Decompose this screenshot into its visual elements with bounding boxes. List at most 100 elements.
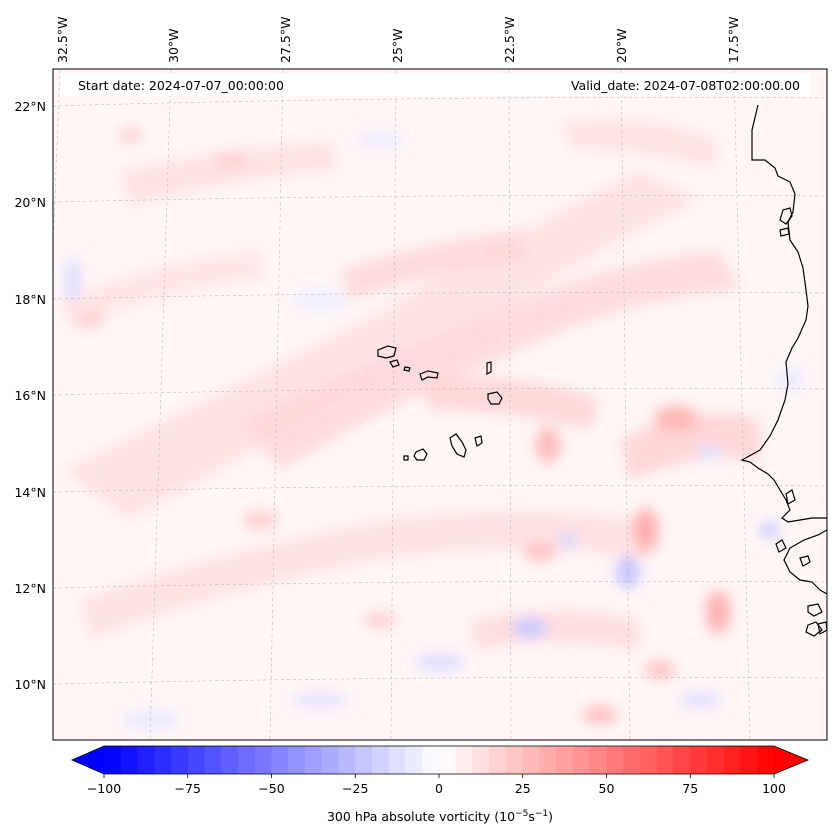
colorbar-max-extension [774,746,808,774]
colorbar-segment [723,746,741,774]
africa-coastline [740,104,827,523]
colorbar-tick-label: 0 [435,781,443,796]
colorbar-segment [305,746,323,774]
colorbar-segment [455,746,473,774]
negative-vorticity-core [776,368,804,392]
positive-vorticity-band [340,230,530,300]
lat-label: 10°N [14,677,46,692]
lon-label: 25°W [390,28,405,63]
colorbar: −100 −75 −50 −25 0 25 50 75 100 300 hPa … [71,745,810,824]
lon-label: 17.5°W [726,17,741,63]
negative-vorticity-core [558,532,578,548]
positive-vorticity-band [560,117,720,170]
island-brava [403,455,409,461]
positive-vorticity-band [420,377,600,430]
coastal-island [805,621,823,637]
colorbar-segment [405,746,423,774]
colorbar-segment [740,746,758,774]
positive-vorticity-core [242,511,278,529]
colorbar-segment [204,746,222,774]
parallel-line [53,580,827,589]
colorbar-segment [690,746,708,774]
meridian-line [53,69,61,246]
graticule [53,69,827,740]
lon-label: 27.5°W [278,17,293,63]
colorbar-segment [271,746,289,774]
lat-label: 22°N [14,99,46,114]
positive-vorticity-band [470,610,640,650]
colorbar-segment [489,746,507,774]
header-band [60,74,810,96]
positive-vorticity-band [80,510,650,640]
lon-label: 22.5°W [502,17,517,63]
colorbar-segment [120,746,138,774]
meridian-line [269,69,284,740]
colorbar-segment [707,746,725,774]
colorbar-tick-label: −50 [258,781,284,796]
colorbar-segment [104,746,122,774]
parallel-line [53,676,827,685]
negative-vorticity-core [354,132,406,148]
coastal-island [779,227,790,237]
colorbar-segment [673,746,691,774]
colorbar-segment [556,746,574,774]
colorbar-segment [573,746,591,774]
meridian-line [508,69,512,740]
negative-vorticity-core [414,654,466,670]
colorbar-tick-label: 50 [599,781,615,796]
negative-vorticity-core [120,712,180,728]
negative-vorticity-core [290,692,350,708]
colorbar-segment [321,746,339,774]
colorbar-tick-label: 25 [515,781,531,796]
negative-vorticity-core [65,258,81,302]
colorbar-segment [656,746,674,774]
colorbar-segment [439,746,457,774]
parallel-line [53,97,827,107]
longitude-labels: 32.5°W 30°W 27.5°W 25°W 22.5°W 20°W 17.5… [55,17,741,63]
coastal-island [807,603,823,617]
lat-label: 18°N [14,292,46,307]
colorbar-segment [238,746,256,774]
colorbar-segment [522,746,540,774]
colorbar-segment [589,746,607,774]
colorbar-tick-label: 75 [682,781,698,796]
colorbar-segment [187,746,205,774]
colorbar-segment [372,746,390,774]
negative-vorticity-core [290,290,350,310]
positive-vorticity-core [654,406,698,430]
negative-vorticity-core [512,618,548,638]
negative-vorticity-core [760,522,780,538]
positive-vorticity-core [582,706,618,724]
island-sao-nicolau [419,370,439,381]
positive-vorticity-core [536,427,560,463]
coastal-island [785,489,796,505]
meridian-line [390,69,397,740]
positive-vorticity-core [76,312,104,328]
colorbar-segment [506,746,524,774]
colorbar-segment [171,746,189,774]
parallel-line [53,194,827,203]
map-panel: Start date: 2024-07-07_00:00:00 Valid_da… [53,69,827,740]
meridian-line [733,69,751,740]
positive-vorticity-band [620,413,760,480]
positive-vorticity-core [634,508,658,552]
coastal-island [779,207,793,225]
valid-date-label: Valid_date: 2024-07-08T02:00:00.00 [571,78,800,93]
positive-vorticity-core [644,661,676,679]
negative-vorticity-core [696,445,724,459]
island-santo-antao [377,345,397,359]
colorbar-min-extension [72,746,104,774]
map-frame [52,68,828,741]
colorbar-segment [757,746,775,774]
latitude-labels: 22°N 20°N 18°N 16°N 14°N 12°N 10°N [14,99,46,692]
positive-vorticity-band [60,170,700,520]
colorbar-segment [640,746,658,774]
coastal-island [799,555,811,567]
colorbar-segment [254,746,272,774]
positive-vorticity-core [118,128,142,142]
colorbar-segment [539,746,557,774]
colorbar-tick-label: −75 [175,781,201,796]
lat-label: 12°N [14,581,46,596]
island-maio [474,435,483,447]
colorbar-segment [472,746,490,774]
